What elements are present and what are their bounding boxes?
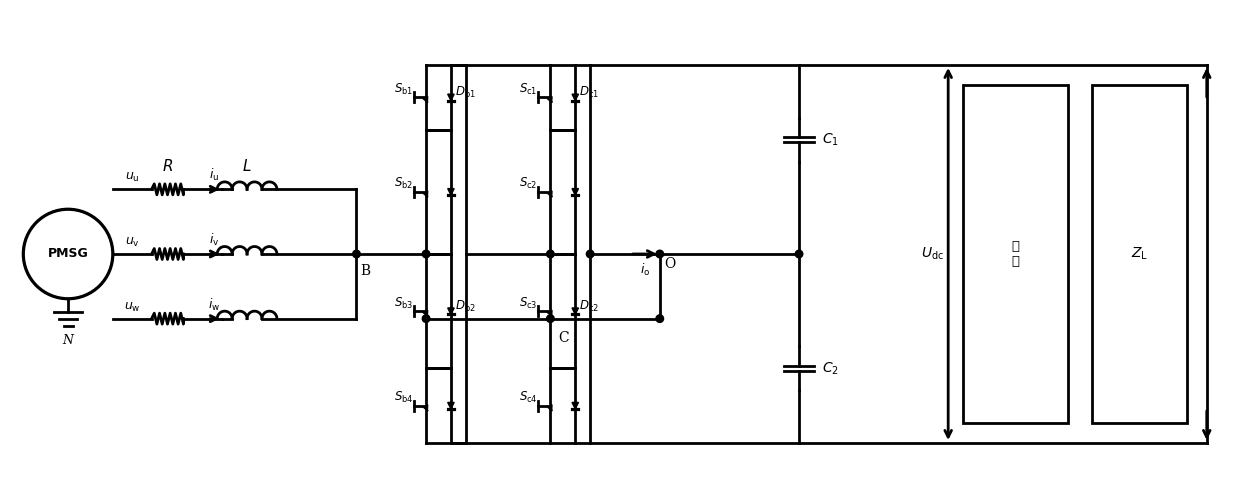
Polygon shape — [448, 188, 454, 195]
Text: $L$: $L$ — [242, 158, 252, 174]
Text: $i_\mathrm{o}$: $i_\mathrm{o}$ — [640, 262, 650, 278]
Circle shape — [547, 250, 554, 258]
Text: $u_\mathrm{u}$: $u_\mathrm{u}$ — [125, 171, 140, 184]
Polygon shape — [572, 188, 579, 195]
Circle shape — [352, 250, 361, 258]
Text: B: B — [361, 264, 371, 278]
Text: $S_\mathrm{c2}$: $S_\mathrm{c2}$ — [520, 176, 537, 192]
Circle shape — [423, 250, 430, 258]
Text: $Z_\mathrm{L}$: $Z_\mathrm{L}$ — [1131, 246, 1148, 262]
Text: $i_\mathrm{w}$: $i_\mathrm{w}$ — [208, 296, 221, 312]
Text: PMSG: PMSG — [47, 247, 88, 261]
Polygon shape — [448, 94, 454, 101]
Text: $U_\mathrm{dc}$: $U_\mathrm{dc}$ — [921, 246, 944, 262]
Text: 负
载: 负 载 — [1012, 240, 1019, 268]
Text: $C_1$: $C_1$ — [822, 132, 838, 148]
Text: $S_\mathrm{b2}$: $S_\mathrm{b2}$ — [394, 176, 413, 192]
Circle shape — [423, 315, 430, 323]
Text: $D_\mathrm{b2}$: $D_\mathrm{b2}$ — [455, 299, 476, 314]
Bar — [1092, 85, 1187, 423]
Text: $S_\mathrm{b1}$: $S_\mathrm{b1}$ — [394, 82, 413, 97]
Text: $S_\mathrm{b3}$: $S_\mathrm{b3}$ — [394, 296, 413, 311]
Text: $R$: $R$ — [162, 158, 174, 174]
Text: $S_\mathrm{c1}$: $S_\mathrm{c1}$ — [520, 82, 537, 97]
Text: $S_\mathrm{c4}$: $S_\mathrm{c4}$ — [518, 390, 537, 405]
Circle shape — [587, 250, 594, 258]
Text: $D_\mathrm{c2}$: $D_\mathrm{c2}$ — [579, 299, 599, 314]
Text: O: O — [663, 257, 675, 271]
Bar — [963, 85, 1068, 423]
Text: $D_\mathrm{c1}$: $D_\mathrm{c1}$ — [579, 85, 599, 100]
Polygon shape — [572, 402, 579, 409]
Text: $u_\mathrm{v}$: $u_\mathrm{v}$ — [125, 236, 140, 249]
Circle shape — [656, 250, 663, 258]
Circle shape — [795, 250, 802, 258]
Polygon shape — [448, 308, 454, 314]
Polygon shape — [572, 308, 579, 314]
Text: C: C — [558, 331, 569, 345]
Text: $S_\mathrm{c3}$: $S_\mathrm{c3}$ — [520, 296, 537, 311]
Text: $i_\mathrm{v}$: $i_\mathrm{v}$ — [210, 232, 219, 248]
Text: $u_\mathrm{w}$: $u_\mathrm{w}$ — [124, 300, 141, 313]
Circle shape — [547, 315, 554, 323]
Text: N: N — [62, 334, 73, 347]
Text: $S_\mathrm{b4}$: $S_\mathrm{b4}$ — [394, 390, 413, 405]
Circle shape — [656, 315, 663, 323]
Text: $i_\mathrm{u}$: $i_\mathrm{u}$ — [210, 167, 219, 183]
Polygon shape — [572, 94, 579, 101]
Text: $C_2$: $C_2$ — [822, 360, 838, 376]
Text: $D_\mathrm{b1}$: $D_\mathrm{b1}$ — [455, 85, 476, 100]
Polygon shape — [448, 402, 454, 409]
